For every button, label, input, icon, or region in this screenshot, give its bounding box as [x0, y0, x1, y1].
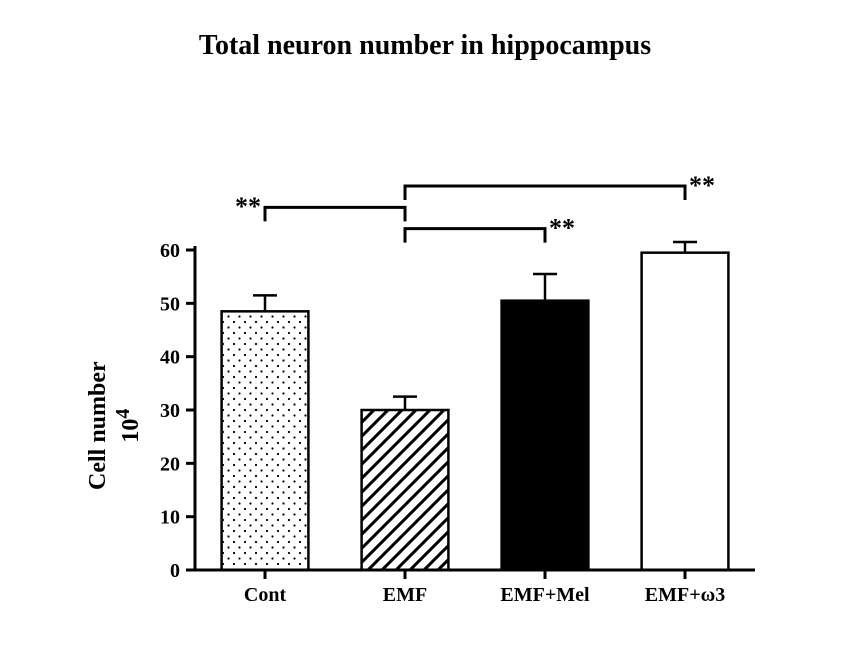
y-axis-label-exp: 4	[112, 409, 134, 419]
bar	[502, 301, 589, 570]
significance-marker: **	[549, 213, 575, 242]
significance-marker: **	[689, 171, 715, 200]
significance-bracket	[265, 207, 405, 221]
y-tick-label: 30	[160, 400, 180, 422]
y-axis-label-line2: 104	[112, 361, 145, 490]
significance-bracket	[405, 229, 545, 243]
category-label: Cont	[244, 584, 287, 606]
bar	[362, 410, 449, 570]
category-label: EMF+ω3	[645, 584, 725, 606]
y-axis-label-base: 10	[118, 419, 144, 443]
plot-area: 0 10 20 30 40 50 60 Cont EMF EMF+Mel EMF+ω3 ** ** **	[160, 171, 755, 606]
y-tick-label: 0	[170, 560, 180, 582]
y-tick-label: 60	[160, 240, 180, 262]
bar	[642, 253, 729, 570]
y-tick-label: 40	[160, 347, 180, 369]
significance-marker: **	[235, 192, 261, 221]
y-tick-label: 20	[160, 453, 180, 475]
significance-bracket	[405, 186, 685, 200]
y-tick-label: 50	[160, 293, 180, 315]
bar-chart: 0 10 20 30 40 50 60 Cont EMF EMF+Mel EMF+ω3 ** ** **	[0, 0, 850, 652]
category-label: EMF+Mel	[500, 584, 590, 606]
figure: Total neuron number in hippocampus Cell …	[0, 0, 850, 652]
y-axis-label-line1: Cell number	[85, 361, 111, 490]
y-axis-label: Cell number 104	[85, 361, 145, 490]
bar	[222, 311, 309, 570]
category-label: EMF	[383, 584, 427, 606]
y-tick-label: 10	[160, 507, 180, 529]
chart-title: Total neuron number in hippocampus	[0, 30, 850, 62]
